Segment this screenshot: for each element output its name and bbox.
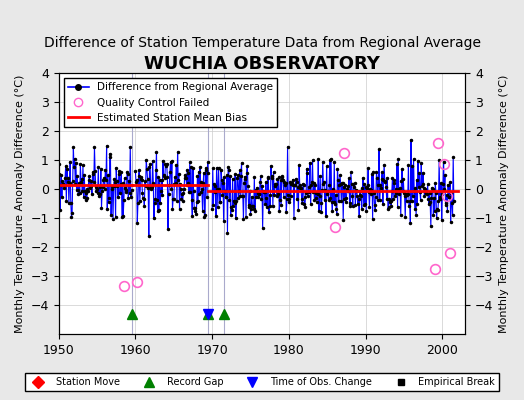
Y-axis label: Monthly Temperature Anomaly Difference (°C): Monthly Temperature Anomaly Difference (… [499, 74, 509, 333]
Legend: Station Move, Record Gap, Time of Obs. Change, Empirical Break: Station Move, Record Gap, Time of Obs. C… [25, 373, 499, 391]
Title: WUCHIA OBSERVATORY: WUCHIA OBSERVATORY [144, 55, 380, 73]
Text: Difference of Station Temperature Data from Regional Average: Difference of Station Temperature Data f… [43, 36, 481, 50]
Legend: Difference from Regional Average, Quality Control Failed, Estimated Station Mean: Difference from Regional Average, Qualit… [64, 78, 277, 127]
Text: Berkeley Earth: Berkeley Earth [416, 382, 498, 392]
Y-axis label: Monthly Temperature Anomaly Difference (°C): Monthly Temperature Anomaly Difference (… [15, 74, 25, 333]
